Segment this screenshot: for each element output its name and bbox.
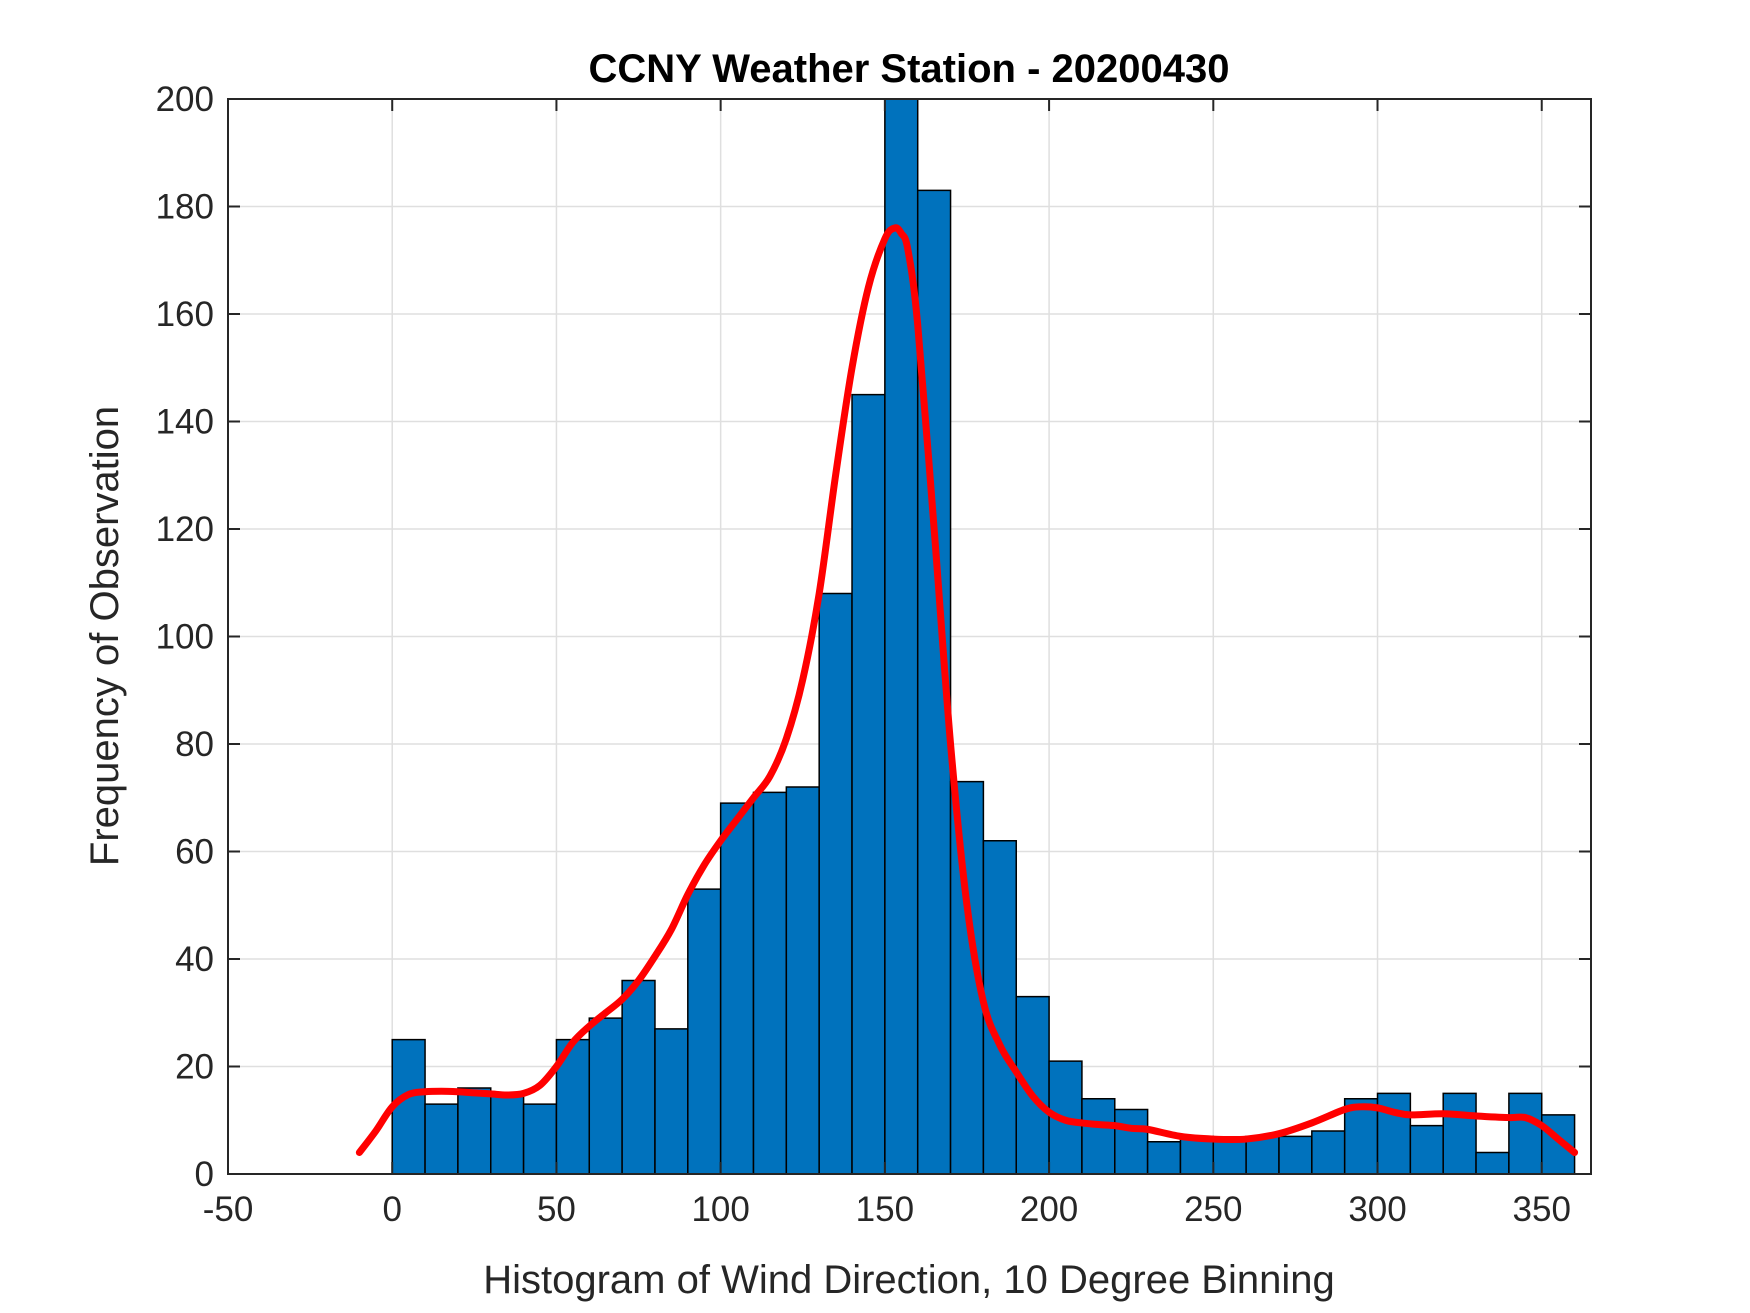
histogram-bar-140 xyxy=(851,393,886,1175)
x-tick-label-5: 200 xyxy=(1020,1190,1078,1229)
histogram-bar-100 xyxy=(719,802,755,1175)
y-axis-label: Frequency of Observation xyxy=(83,406,127,866)
histogram-bar-110 xyxy=(752,791,788,1175)
histogram-bar-40 xyxy=(522,1103,558,1175)
histogram-bar-220 xyxy=(1114,1108,1149,1175)
y-tick-label-1: 20 xyxy=(175,1048,214,1087)
x-tick-label-8: 350 xyxy=(1513,1190,1571,1229)
x-tick-label-1: 0 xyxy=(382,1190,401,1229)
y-tick-label-5: 100 xyxy=(156,618,214,657)
histogram-bar-320 xyxy=(1442,1092,1477,1175)
histogram-bar-20 xyxy=(457,1087,492,1175)
histogram-bar-130 xyxy=(818,592,853,1175)
histogram-bar-0 xyxy=(391,1038,426,1175)
histogram-bar-280 xyxy=(1311,1130,1346,1175)
histogram-bar-230 xyxy=(1146,1141,1182,1175)
y-tick-label-0: 0 xyxy=(195,1155,214,1194)
histogram-bar-310 xyxy=(1409,1124,1444,1175)
y-tick-label-6: 120 xyxy=(156,510,214,549)
histogram-bar-340 xyxy=(1508,1092,1543,1175)
x-tick-label-0: -50 xyxy=(203,1190,254,1229)
y-tick-label-4: 80 xyxy=(175,725,214,764)
histogram-bar-10 xyxy=(424,1103,459,1175)
histogram-bar-120 xyxy=(785,786,820,1175)
x-tick-label-7: 300 xyxy=(1348,1190,1406,1229)
x-axis-label: Histogram of Wind Direction, 10 Degree B… xyxy=(483,1258,1335,1302)
y-tick-label-9: 180 xyxy=(156,188,214,227)
x-tick-label-6: 250 xyxy=(1184,1190,1242,1229)
histogram-bar-30 xyxy=(489,1092,525,1175)
y-axis-ticks: 0 20 40 60 80 100 120 140 160 180 200 xyxy=(156,80,1591,1194)
chart-title: CCNY Weather Station - 20200430 xyxy=(589,47,1230,91)
x-axis-ticks: -50 0 50 100 150 200 250 300 350 xyxy=(203,99,1571,1229)
x-tick-label-2: 50 xyxy=(537,1190,576,1229)
histogram-bar-70 xyxy=(621,979,656,1175)
fit-curve-line xyxy=(355,224,1579,1156)
fit-curve-group xyxy=(355,224,1579,1156)
histogram-bar-90 xyxy=(687,888,722,1175)
y-tick-label-8: 160 xyxy=(156,295,214,334)
histogram-bar-210 xyxy=(1081,1098,1116,1175)
histogram-bar-270 xyxy=(1278,1135,1313,1175)
histogram-bar-60 xyxy=(588,1017,623,1175)
y-tick-label-2: 40 xyxy=(175,940,214,979)
x-tick-label-4: 150 xyxy=(856,1190,914,1229)
histogram-bars xyxy=(391,98,1576,1175)
y-tick-label-10: 200 xyxy=(156,80,214,119)
histogram-bar-330 xyxy=(1475,1151,1510,1175)
y-tick-label-7: 140 xyxy=(156,403,214,442)
histogram-bar-80 xyxy=(654,1028,689,1175)
x-tick-label-3: 100 xyxy=(691,1190,749,1229)
y-tick-label-3: 60 xyxy=(175,833,214,872)
histogram-bar-250 xyxy=(1212,1141,1247,1175)
